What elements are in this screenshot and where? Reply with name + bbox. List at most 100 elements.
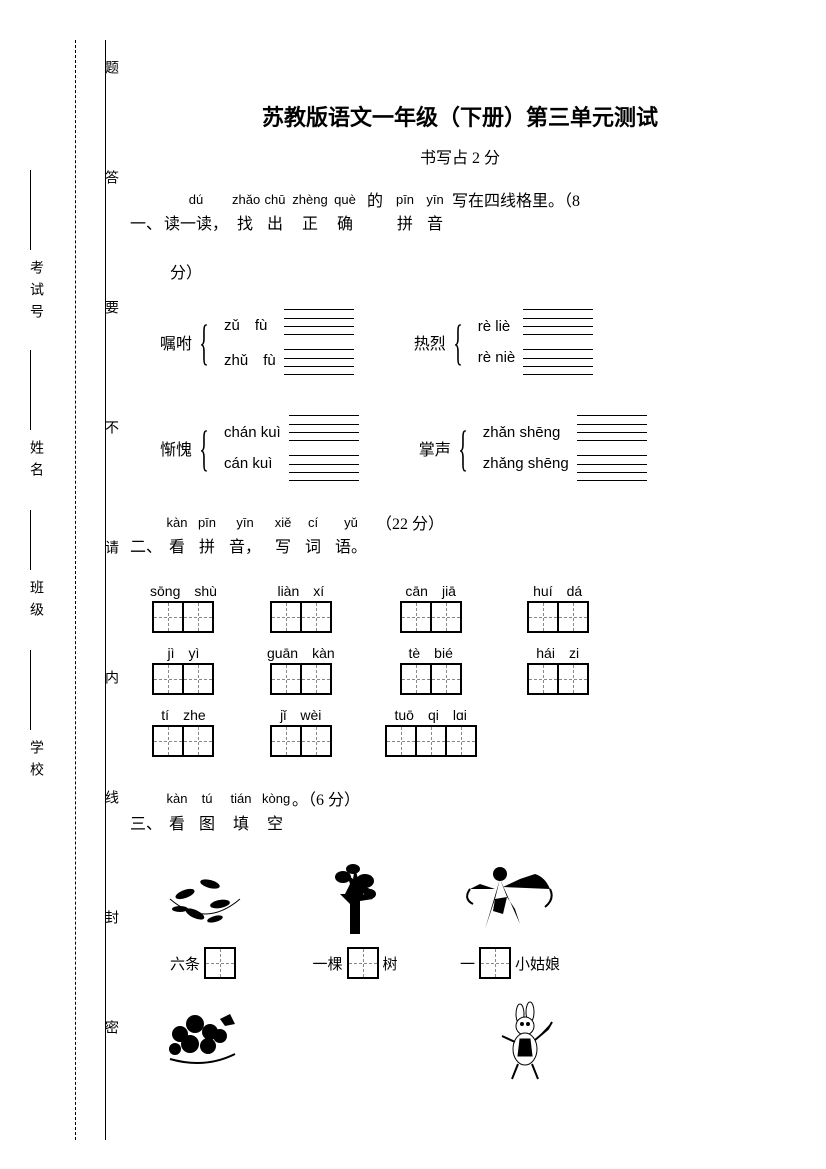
tian-cell[interactable] (271, 602, 301, 632)
tian-grid[interactable] (270, 601, 332, 633)
tian-grid[interactable] (400, 601, 462, 633)
four-line-blank[interactable] (577, 455, 647, 481)
q1-item: 惭愧 { chán kuì cán kuì (160, 415, 359, 481)
tian-grid[interactable] (385, 725, 477, 757)
binding-margin: 题 答 要 不 请 内 线 封 密 学校 班级 姓名 考试号 (60, 40, 120, 1140)
q2-item: jìyì (150, 645, 217, 695)
side-field-3: 考试号 (25, 260, 45, 326)
q3-item: 六条 (160, 859, 250, 979)
subtitle: 书写占 2 分 (130, 144, 790, 168)
tian-cell[interactable] (301, 726, 331, 756)
q1-items: 嘱咐 { zǔ fù zhǔ fù 热烈 { rè liè rè niè (160, 309, 790, 481)
field-line (30, 510, 31, 570)
tian-cell[interactable] (528, 664, 558, 694)
tian-cell[interactable] (301, 602, 331, 632)
tian-cell[interactable] (183, 602, 213, 632)
pinyin-label: tèbié (408, 645, 452, 661)
margin-dashed-line (75, 40, 76, 1140)
pinyin-label: tízhe (161, 707, 205, 723)
tian-cell[interactable] (183, 726, 213, 756)
tian-grid[interactable] (400, 663, 462, 695)
tian-cell[interactable] (431, 664, 461, 694)
q3-heading: 三、 kàn看 tú图 tián填 kòng空 。（6 分） (130, 787, 790, 839)
tian-cell[interactable] (416, 726, 446, 756)
tian-cell[interactable] (558, 602, 588, 632)
side-label-6: 线 (100, 790, 120, 812)
tian-cell[interactable] (153, 726, 183, 756)
pinyin-label: háizi (536, 645, 579, 661)
q2-number: 二、 (130, 534, 160, 563)
q2-item: cānjiā (385, 583, 477, 633)
tian-grid[interactable] (152, 725, 214, 757)
field-line (30, 650, 31, 730)
side-field-2: 姓名 (25, 440, 45, 484)
tian-cell[interactable] (183, 664, 213, 694)
tian-grid[interactable] (152, 601, 214, 633)
fish-icon (160, 859, 250, 939)
q1-item: 掌声 { zhǎn shēng zhǎng shēng (419, 415, 647, 481)
tian-grid[interactable] (270, 663, 332, 695)
tian-cell[interactable] (153, 602, 183, 632)
q2-item: liànxí (267, 583, 335, 633)
side-label-2: 要 (100, 300, 120, 322)
four-line-blank[interactable] (284, 349, 354, 375)
tian-cell[interactable] (301, 664, 331, 694)
tian-cell[interactable] (271, 726, 301, 756)
q2-item: tèbié (385, 645, 477, 695)
four-line-blank[interactable] (523, 349, 593, 375)
tian-cell[interactable] (153, 664, 183, 694)
side-label-5: 内 (100, 670, 120, 692)
q2-item: guānkàn (267, 645, 335, 695)
tian-cell[interactable] (401, 602, 431, 632)
q2-item: tuōqilɑi (385, 707, 477, 757)
four-line-blank[interactable] (523, 309, 593, 335)
q3-row1: 六条 一棵 树 一 小姑娘 (160, 859, 790, 979)
page-title: 苏教版语文一年级（下册）第三单元测试 (130, 100, 790, 132)
field-line (30, 350, 31, 430)
q1-number: 一、 (130, 211, 160, 240)
q1-item: 热烈 { rè liè rè niè (414, 309, 594, 375)
tree-icon (310, 859, 400, 939)
q3-number: 三、 (130, 811, 160, 840)
pinyin-label: jǐwèi (280, 707, 321, 723)
tian-cell[interactable] (528, 602, 558, 632)
pinyin-label: liànxí (277, 583, 324, 599)
q3-item: 一棵 树 (310, 859, 400, 979)
tian-cell[interactable] (431, 602, 461, 632)
tian-blank[interactable] (205, 948, 235, 978)
tian-grid[interactable] (527, 601, 589, 633)
q2-item: sōngshù (150, 583, 217, 633)
margin-line (105, 40, 106, 1140)
q1-heading: 一、 dú读一读， zhǎo找 chū出 zhèng正 què确 的 pīn拼 … (130, 188, 790, 289)
tian-grid[interactable] (270, 725, 332, 757)
four-line-blank[interactable] (289, 455, 359, 481)
tian-cell[interactable] (558, 664, 588, 694)
tian-cell[interactable] (446, 726, 476, 756)
side-label-3: 不 (100, 420, 120, 442)
q3-item: 一 小姑娘 (460, 859, 560, 979)
four-line-blank[interactable] (577, 415, 647, 441)
tian-grid[interactable] (152, 663, 214, 695)
four-line-blank[interactable] (284, 309, 354, 335)
tian-blank[interactable] (348, 948, 378, 978)
pinyin-label: sōngshù (150, 583, 217, 599)
side-field-0: 学校 (25, 740, 45, 784)
tian-cell[interactable] (401, 664, 431, 694)
q2-heading: 二、 kàn看 pīn拼 yīn音， xiě写 cí词 yǔ语。 （22 分） (130, 511, 790, 563)
tian-blank[interactable] (480, 948, 510, 978)
rabbit-icon (480, 999, 570, 1079)
tian-cell[interactable] (386, 726, 416, 756)
tian-cell[interactable] (271, 664, 301, 694)
tian-grid[interactable] (527, 663, 589, 695)
four-line-blank[interactable] (289, 415, 359, 441)
q3-row2 (160, 999, 790, 1079)
side-label-1: 答 (100, 170, 120, 192)
girl-dancing-icon (465, 859, 555, 939)
q2-item: háizi (527, 645, 589, 695)
q2-item: jǐwèi (267, 707, 335, 757)
main-content: 苏教版语文一年级（下册）第三单元测试 书写占 2 分 一、 dú读一读， zhǎ… (130, 100, 790, 1079)
side-label-8: 密 (100, 1020, 120, 1042)
pinyin-label: cānjiā (405, 583, 456, 599)
q1-item: 嘱咐 { zǔ fù zhǔ fù (160, 309, 354, 375)
side-label-0: 题 (100, 60, 120, 82)
